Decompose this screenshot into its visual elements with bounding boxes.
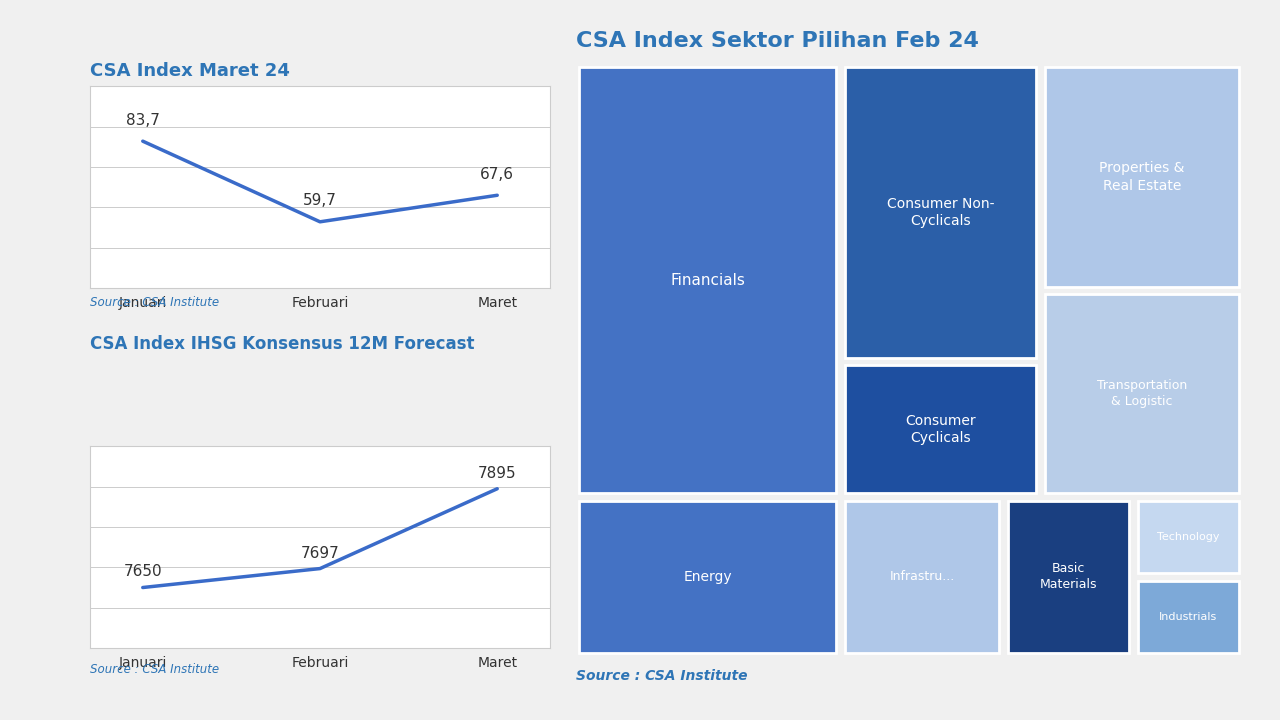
Text: Source : CSA Institute: Source : CSA Institute	[576, 670, 748, 683]
Bar	[1044, 67, 1239, 287]
Text: Energy: Energy	[684, 570, 732, 584]
Text: Financials: Financials	[669, 273, 745, 288]
Text: 59,7: 59,7	[303, 194, 337, 208]
Text: 7650: 7650	[123, 564, 163, 580]
Text: 67,6: 67,6	[480, 167, 515, 182]
Text: Basic
Materials: Basic Materials	[1039, 562, 1097, 591]
Text: 7895: 7895	[477, 466, 517, 481]
Bar	[845, 501, 1000, 653]
Text: CSA Index Sektor Pilihan Feb 24: CSA Index Sektor Pilihan Feb 24	[576, 31, 979, 51]
Text: 7697: 7697	[301, 546, 339, 560]
Bar	[845, 365, 1036, 493]
Bar	[1138, 581, 1239, 653]
Bar	[845, 67, 1036, 358]
Bar	[1007, 501, 1129, 653]
Text: Transportation
& Logistic: Transportation & Logistic	[1097, 379, 1187, 408]
Text: CSA Index Maret 24: CSA Index Maret 24	[90, 62, 289, 80]
Text: 83,7: 83,7	[125, 113, 160, 127]
Text: Industrials: Industrials	[1160, 612, 1217, 622]
Text: Properties &
Real Estate: Properties & Real Estate	[1100, 161, 1184, 193]
Bar	[1044, 294, 1239, 493]
Text: Consumer
Cyclicals: Consumer Cyclicals	[905, 414, 975, 445]
Text: CSA Index IHSG Konsensus 12M Forecast: CSA Index IHSG Konsensus 12M Forecast	[90, 336, 474, 354]
Text: Source : CSA Institute: Source : CSA Institute	[90, 663, 219, 676]
Bar	[579, 501, 836, 653]
Bar	[579, 67, 836, 493]
Text: Infrastru...: Infrastru...	[890, 570, 955, 583]
Text: Technology: Technology	[1157, 532, 1220, 542]
Text: Source : CSA Institute: Source : CSA Institute	[90, 296, 219, 309]
Text: Consumer Non-
Cyclicals: Consumer Non- Cyclicals	[887, 197, 995, 228]
Bar	[1138, 501, 1239, 573]
